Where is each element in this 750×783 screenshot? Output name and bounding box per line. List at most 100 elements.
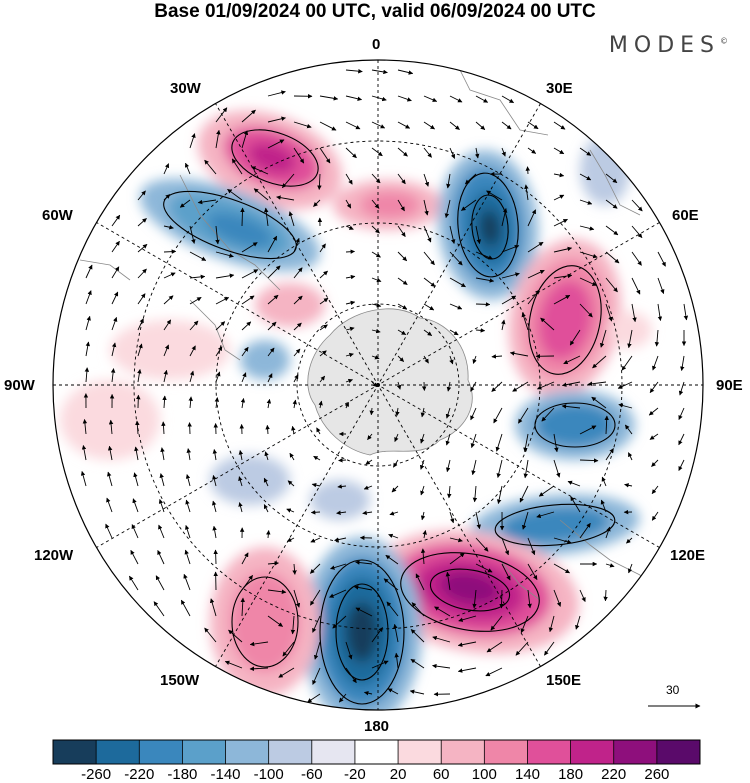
wind-vector xyxy=(241,372,247,383)
wind-vector xyxy=(472,589,477,609)
wind-vector xyxy=(394,652,399,669)
wind-vector xyxy=(509,351,529,357)
wind-vector xyxy=(397,69,414,75)
wind-vector xyxy=(657,277,665,295)
wind-vector xyxy=(627,452,633,461)
wind-vector xyxy=(519,485,529,503)
wind-vector xyxy=(224,660,243,669)
wind-vector xyxy=(345,121,361,130)
wind-vector xyxy=(107,471,113,487)
wind-vector xyxy=(212,449,218,461)
wind-vector xyxy=(627,329,633,349)
lon-label-60e: 60E xyxy=(672,207,699,224)
wind-vector xyxy=(238,450,244,461)
wind-vector xyxy=(319,243,326,253)
wind-vector xyxy=(605,563,615,568)
wind-vector xyxy=(446,173,451,189)
wind-vector xyxy=(249,641,269,647)
wind-vector xyxy=(461,199,477,211)
wind-vector xyxy=(553,563,570,574)
wind-vector xyxy=(371,355,380,360)
wind-vector xyxy=(423,329,433,336)
wind-vector xyxy=(336,510,347,515)
coastlines xyxy=(79,60,656,606)
wind-vector xyxy=(240,397,246,409)
wind-vector xyxy=(293,295,303,305)
lon-label-120e: 120E xyxy=(670,547,706,564)
lon-label-120w: 120W xyxy=(34,547,74,564)
wind-vector xyxy=(501,95,514,104)
wind-vector xyxy=(241,346,249,357)
map-boundary xyxy=(52,59,704,711)
wind-vector xyxy=(253,188,269,201)
wind-vector xyxy=(579,199,593,205)
wind-vector xyxy=(587,381,607,387)
wind-vector xyxy=(599,329,607,348)
wind-vector xyxy=(215,346,223,357)
wind-vector xyxy=(631,251,642,266)
wind-vector xyxy=(538,485,555,497)
wind-vector xyxy=(651,511,659,521)
wind-vector xyxy=(601,476,607,487)
colorbar-tick-label: -140 xyxy=(210,766,241,783)
wind-vector xyxy=(291,425,296,435)
wind-vector xyxy=(187,422,192,435)
wind-vector xyxy=(371,328,381,334)
wind-vector xyxy=(307,693,321,703)
wind-vector xyxy=(85,315,91,331)
wind-vector xyxy=(80,470,87,487)
anomaly-region xyxy=(310,480,370,520)
wind-vector xyxy=(309,563,321,574)
wind-vector xyxy=(287,480,295,487)
wind-vector xyxy=(293,267,303,279)
wind-vector xyxy=(423,95,438,102)
wind-vector xyxy=(319,121,337,131)
lon-label-150e: 150E xyxy=(546,672,582,689)
colorbar-swatch xyxy=(53,740,97,764)
anomaly-region xyxy=(535,403,615,447)
wind-vector xyxy=(293,374,299,383)
wind-vector xyxy=(111,342,117,357)
wind-vector xyxy=(367,433,373,440)
wind-vector xyxy=(184,549,191,565)
colorbar-tick-label: -180 xyxy=(167,766,198,783)
brand-logo: MODES© xyxy=(608,33,728,58)
wind-vector xyxy=(371,121,386,129)
wind-vector xyxy=(345,249,356,254)
wind-vector xyxy=(449,147,456,159)
wind-vector xyxy=(471,459,477,476)
colorbar xyxy=(52,739,701,765)
wind-vector xyxy=(389,511,399,516)
wind-vector xyxy=(678,459,685,472)
wind-vector xyxy=(536,511,555,519)
wind-vector xyxy=(475,511,481,530)
wind-vector xyxy=(161,421,166,435)
wind-vector xyxy=(561,404,581,409)
wind-vector xyxy=(81,444,87,461)
wind-vector xyxy=(267,265,281,279)
colorbar-tick-label: 60 xyxy=(432,766,450,783)
wind-vector xyxy=(621,355,633,371)
lon-label-60w: 60W xyxy=(42,207,73,224)
wind-vector xyxy=(267,373,273,383)
wind-vector xyxy=(345,95,363,101)
wind-vector xyxy=(371,147,383,157)
wind-vector xyxy=(179,199,191,208)
lon-label-30e: 30E xyxy=(546,80,573,97)
wind-vector xyxy=(415,573,425,591)
wind-vector xyxy=(137,293,146,305)
colorbar-swatch xyxy=(354,740,399,764)
wind-vector xyxy=(527,147,537,154)
wind-vector xyxy=(553,246,573,253)
wind-vector xyxy=(163,344,170,357)
colorbar-frame xyxy=(52,739,701,765)
wind-vector xyxy=(238,476,243,487)
wind-vector xyxy=(423,355,429,364)
wind-vector xyxy=(475,537,489,552)
wind-vector xyxy=(422,530,427,539)
wind-vector xyxy=(423,225,432,243)
wind-vector xyxy=(310,510,321,515)
wind-vector xyxy=(605,448,614,461)
lon-label-90e: 90E xyxy=(716,377,743,394)
wind-vector xyxy=(527,563,538,580)
